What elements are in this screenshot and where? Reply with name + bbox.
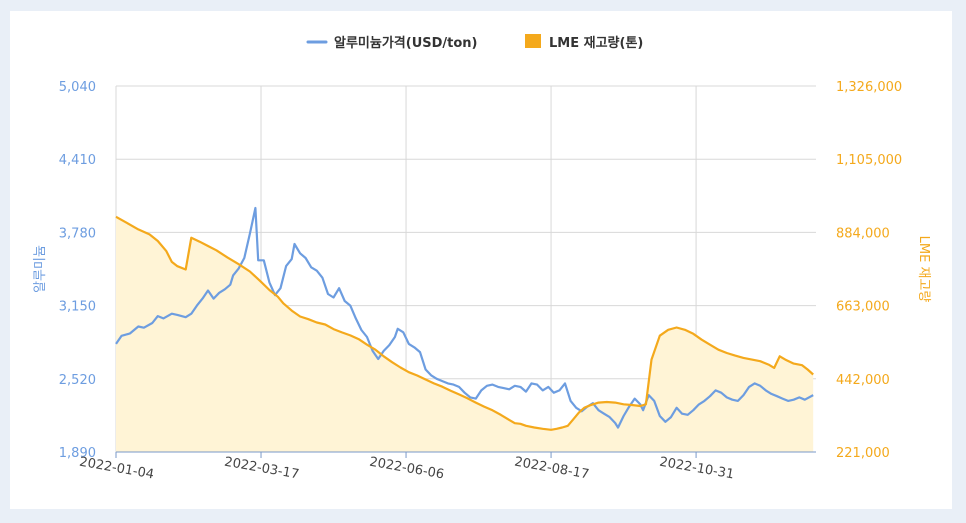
- legend[interactable]: 알루미늄가격(USD/ton) LME 재고량(톤): [306, 34, 643, 51]
- y-left-tick-label: 5,040: [59, 80, 96, 95]
- x-tick-label: 2022-01-04: [78, 455, 155, 483]
- y-left-tick-label: 4,410: [59, 153, 96, 168]
- y-left-tick-label: 2,520: [59, 373, 96, 388]
- chart-card: 5,040 1,326,000 4,410 1,105,000 3,780 884,000…: [10, 11, 952, 509]
- inventory-line: [115, 215, 814, 431]
- inventory-area-fill: [116, 216, 814, 452]
- y-right-tick-label: 442,000: [836, 373, 890, 388]
- x-tick-label: 2022-10-31: [658, 455, 735, 483]
- price-line: [115, 206, 814, 429]
- y-left-axis-title: 알루미늄: [33, 245, 48, 293]
- y-right-tick-label: 663,000: [836, 300, 890, 315]
- x-tick-label: 2022-08-17: [513, 455, 590, 483]
- legend-inventory-marker: [525, 34, 541, 48]
- inventory-area: [116, 216, 814, 452]
- y-right-tick-label: 1,105,000: [836, 153, 902, 168]
- y-left-tick-label: 3,780: [59, 226, 96, 241]
- x-tick-label: 2022-03-17: [223, 455, 300, 483]
- y-right-tick-label: 884,000: [836, 226, 890, 241]
- y-right-tick-label: 1,326,000: [836, 80, 902, 95]
- legend-price-label: 알루미늄가격(USD/ton): [334, 35, 478, 51]
- x-tick-label: 2022-06-06: [368, 455, 445, 483]
- legend-inventory-label: LME 재고량(톤): [549, 36, 643, 51]
- series-lines: [115, 206, 814, 431]
- y-left-tick-label: 3,150: [59, 300, 96, 315]
- y-right-axis-title: LME 재고량: [916, 236, 931, 303]
- y-right-tick-label: 221,000: [836, 446, 890, 461]
- y-left-tick-label: 1,890: [59, 446, 96, 461]
